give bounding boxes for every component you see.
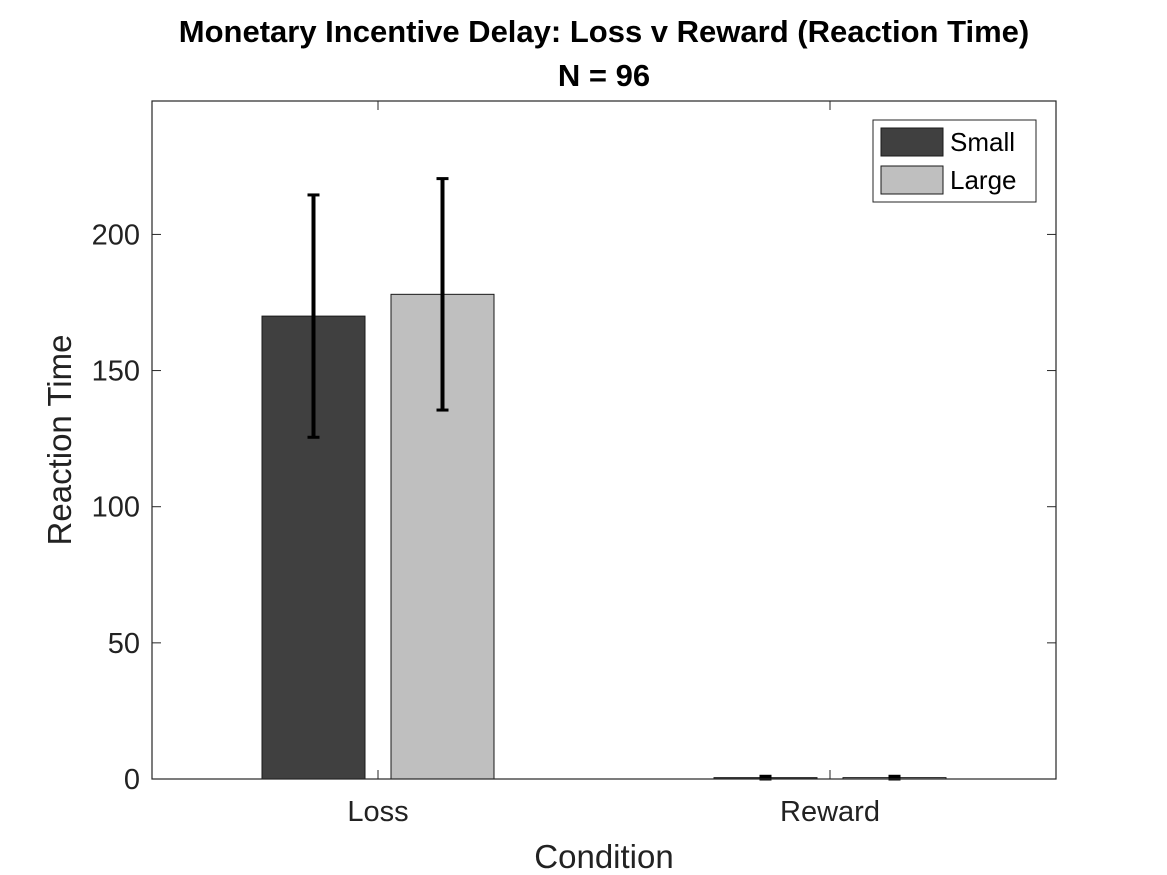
x-tick-labels: Loss Reward <box>347 796 880 828</box>
y-tick-label-0: 0 <box>124 764 140 796</box>
legend-swatch-large <box>880 165 944 195</box>
y-tick-label-150: 150 <box>92 356 140 388</box>
ticks-layer <box>152 101 1056 780</box>
x-tick-label-reward: Reward <box>780 796 880 828</box>
chart-subtitle: N = 96 <box>558 58 650 93</box>
legend: Small Large <box>872 119 1037 203</box>
y-tick-label-50: 50 <box>108 628 140 660</box>
plot-area-frame <box>151 100 1057 780</box>
y-axis-label: Reaction Time <box>41 335 78 546</box>
legend-label-large: Large <box>950 165 1017 195</box>
chart-title: Monetary Incentive Delay: Loss v Reward … <box>179 14 1029 49</box>
y-tick-labels: 0 50 100 150 200 <box>92 219 140 796</box>
y-tick-label-200: 200 <box>92 219 140 251</box>
legend-swatch-small <box>880 127 944 157</box>
x-tick-label-loss: Loss <box>347 796 408 828</box>
y-tick-label-100: 100 <box>92 492 140 524</box>
legend-label-small: Small <box>950 127 1015 157</box>
x-axis-label: Condition <box>534 838 673 875</box>
bars-layer <box>261 293 947 780</box>
